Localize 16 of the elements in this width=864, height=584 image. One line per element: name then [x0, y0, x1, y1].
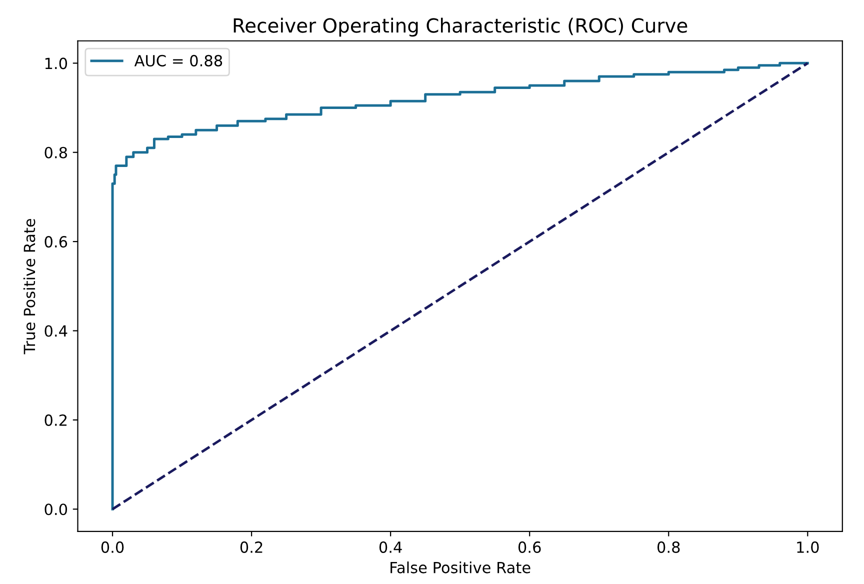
x-tick-label: 0.2 — [240, 541, 262, 553]
y-tick-label: 0.2 — [44, 414, 67, 426]
x-axis-title: False Positive Rate — [390, 562, 530, 574]
chart-title: Receiver Operating Characteristic (ROC) Curve — [234, 18, 688, 37]
legend-label: AUC = 0.88 — [134, 54, 222, 66]
y-tick-label: 0.4 — [44, 325, 68, 337]
y-tick-label: 0.8 — [44, 146, 67, 158]
x-tick-label: 0.8 — [657, 541, 680, 553]
x-tick-label: 0.6 — [518, 541, 541, 553]
x-tick-label: 0.4 — [379, 541, 402, 553]
y-tick-label: 0.0 — [44, 504, 68, 516]
y-tick-label: 1.0 — [45, 58, 68, 70]
x-tick-label: 0.0 — [101, 541, 124, 553]
y-tick-label: 0.6 — [44, 236, 68, 248]
x-tick-label: 1.0 — [797, 541, 819, 553]
y-axis-title: True Positive Rate — [23, 218, 36, 354]
